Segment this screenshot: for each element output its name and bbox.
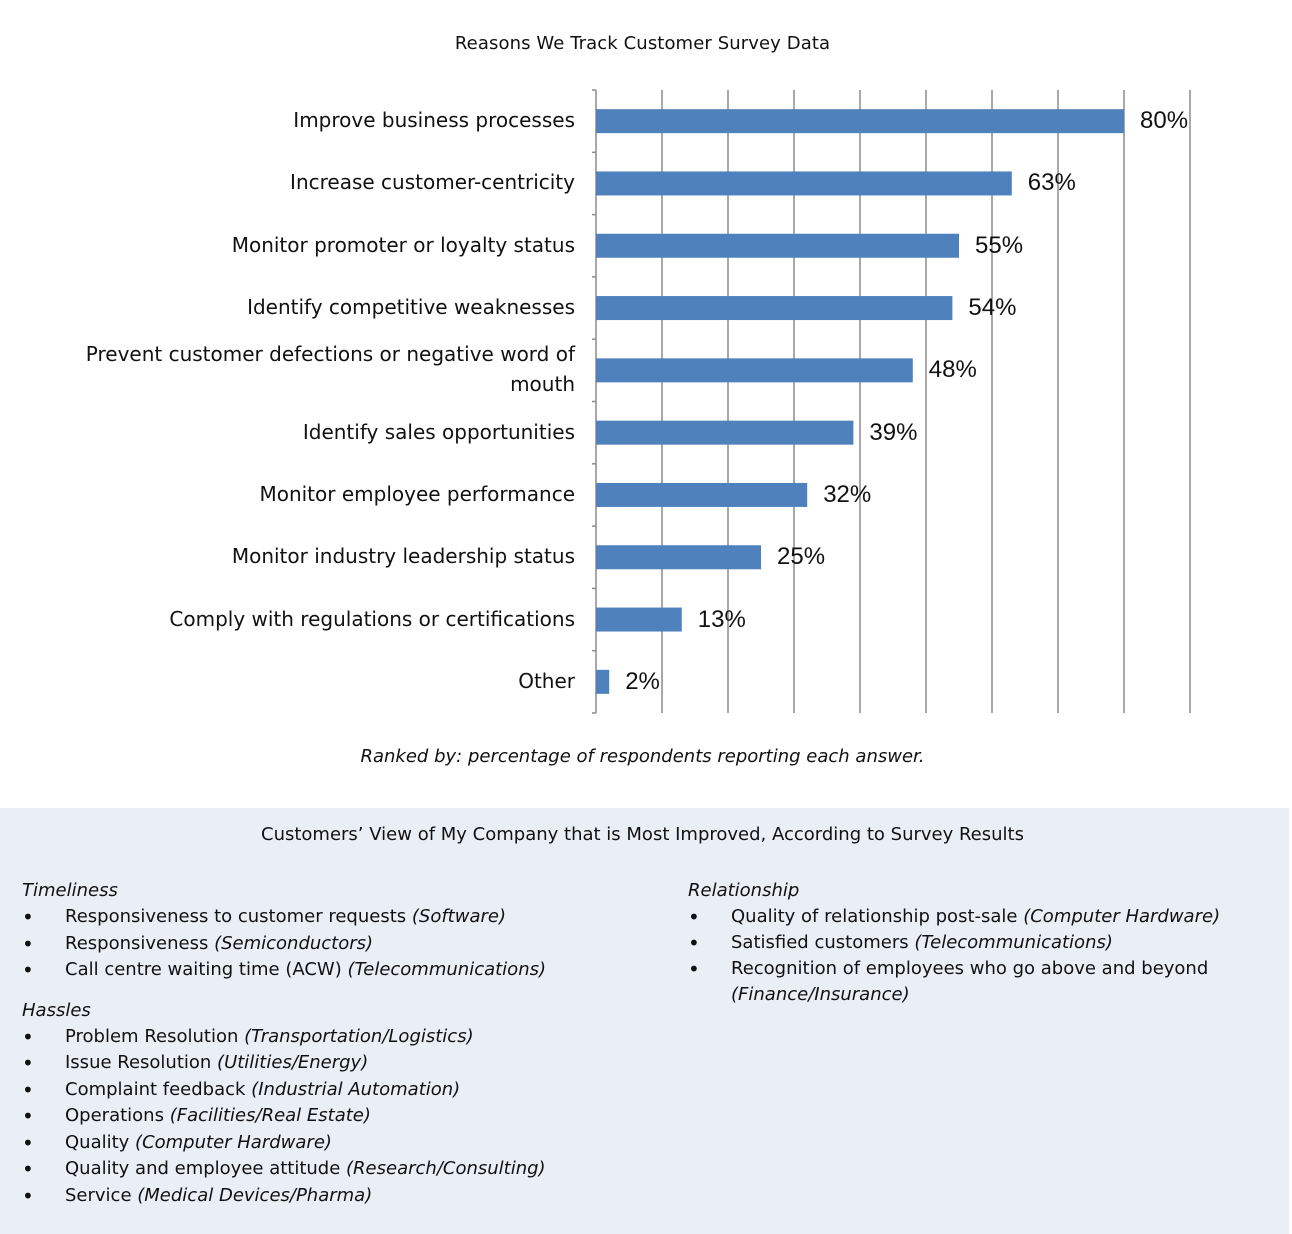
list-item: Responsiveness (Semiconductors) — [22, 931, 662, 958]
group-heading: Timeliness — [22, 880, 118, 901]
bar-chart — [592, 89, 1191, 714]
data-label: 25% — [777, 543, 826, 571]
bar — [596, 482, 808, 507]
category-label: Identify sales opportunities — [302, 419, 575, 444]
item-text: Quality of relationship post-sale — [731, 906, 1024, 927]
item-text: Complaint feedback — [65, 1078, 252, 1100]
list-item: Call centre waiting time (ACW) (Telecomm… — [22, 957, 662, 984]
data-label: 2% — [625, 667, 660, 695]
category-label: Comply with regulations or certification… — [169, 606, 575, 631]
data-label: 80% — [1140, 107, 1189, 135]
list-item: Responsiveness to customer requests (Sof… — [22, 904, 662, 931]
item-industry: (Computer Hardware) — [135, 1131, 332, 1153]
category-group: Hassles Problem Resolution (Transportatio… — [22, 998, 662, 1210]
list-item: Quality of relationship post-sale (Compu… — [688, 904, 1278, 930]
right-column: Relationship Quality of relationship post… — [688, 878, 1278, 1022]
list-item: Quality and employee attitude (Research/… — [22, 1156, 662, 1183]
list-item: Quality (Computer Hardware) — [22, 1130, 662, 1157]
group-heading: Relationship — [688, 880, 800, 901]
list-item: Operations (Facilities/Real Estate) — [22, 1103, 662, 1130]
item-text: Issue Resolution — [65, 1052, 218, 1073]
bar — [596, 669, 610, 694]
panel-title: Customers’ View of My Company that is Mo… — [261, 824, 1024, 845]
data-label: 63% — [1027, 169, 1076, 197]
bar — [596, 109, 1124, 134]
list-item: Recognition of employees who go above an… — [688, 956, 1278, 1008]
category-label: Increase customer-centricity — [290, 170, 575, 195]
item-industry: (Semiconductors) — [214, 932, 374, 954]
item-text: Call centre waiting time (ACW) — [65, 959, 348, 980]
item-text: Responsiveness — [65, 932, 215, 954]
item-industry: (Transportation/Logistics) — [244, 1025, 474, 1047]
chart-title: Reasons We Track Customer Survey Data — [454, 33, 831, 54]
bar — [596, 233, 959, 258]
data-label: 48% — [928, 356, 977, 384]
list-item: Satisfied customers (Telecommunications) — [688, 930, 1278, 956]
item-text: Service — [65, 1184, 138, 1206]
item-list: Problem Resolution (Transportation/Logis… — [22, 1024, 662, 1210]
category-label: Other — [518, 668, 575, 693]
bar — [596, 607, 682, 632]
item-list: Quality of relationship post-sale (Compu… — [688, 904, 1278, 1008]
bar — [596, 420, 854, 445]
category-label: Improve business processes — [293, 108, 575, 133]
list-item: Complaint feedback (Industrial Automatio… — [22, 1077, 662, 1104]
category-label: Identify competitive weaknesses — [247, 295, 575, 320]
data-label: 55% — [975, 231, 1024, 259]
item-industry: (Telecommunications) — [347, 959, 546, 980]
chart-note: Ranked by: percentage of respondents rep… — [360, 746, 925, 767]
item-industry: (Finance/Insurance) — [731, 984, 910, 1005]
data-label: 32% — [823, 480, 872, 508]
list-item: Service (Medical Devices/Pharma) — [22, 1183, 662, 1210]
item-industry: (Facilities/Real Estate) — [169, 1105, 371, 1126]
item-industry: (Software) — [411, 906, 506, 927]
item-industry: (Research/Consulting) — [346, 1158, 546, 1179]
improvements-panel: Customers’ View of My Company that is Mo… — [0, 808, 1289, 1234]
data-label: 54% — [968, 294, 1017, 322]
item-list: Responsiveness to customer requests (Sof… — [22, 904, 662, 984]
item-text: Quality and employee attitude — [65, 1158, 347, 1179]
item-industry: (Computer Hardware) — [1023, 906, 1221, 927]
category-label: Monitor industry leadership status — [231, 544, 575, 569]
item-text: Recognition of employees who go above an… — [731, 958, 1209, 979]
bar — [596, 545, 761, 570]
group-heading: Hassles — [22, 999, 91, 1021]
list-item: Problem Resolution (Transportation/Logis… — [22, 1024, 662, 1051]
item-industry: (Industrial Automation) — [251, 1078, 461, 1100]
category-label: Monitor promoter or loyalty status — [231, 232, 575, 257]
item-industry: (Medical Devices/Pharma) — [137, 1184, 373, 1206]
data-label: 13% — [697, 605, 746, 633]
list-item: Issue Resolution (Utilities/Energy) — [22, 1050, 662, 1077]
data-label: 39% — [869, 418, 918, 446]
category-label: Prevent customer defections or negative … — [85, 342, 575, 397]
item-text: Satisfied customers — [731, 932, 915, 953]
item-industry: (Utilities/Energy) — [217, 1052, 369, 1073]
item-text: Responsiveness to customer requests — [65, 906, 412, 927]
category-group: Relationship Quality of relationship post… — [688, 878, 1278, 1008]
item-text: Quality — [65, 1131, 136, 1153]
item-industry: (Telecommunications) — [914, 932, 1113, 953]
bar — [596, 171, 1012, 196]
category-group: Timeliness Responsiveness to customer req… — [22, 878, 662, 984]
bar — [596, 296, 953, 321]
item-text: Operations — [65, 1105, 170, 1126]
item-text: Problem Resolution — [65, 1025, 245, 1047]
bar — [596, 358, 913, 383]
category-label: Monitor employee performance — [259, 481, 575, 506]
left-column: Timeliness Responsiveness to customer req… — [22, 878, 662, 1223]
